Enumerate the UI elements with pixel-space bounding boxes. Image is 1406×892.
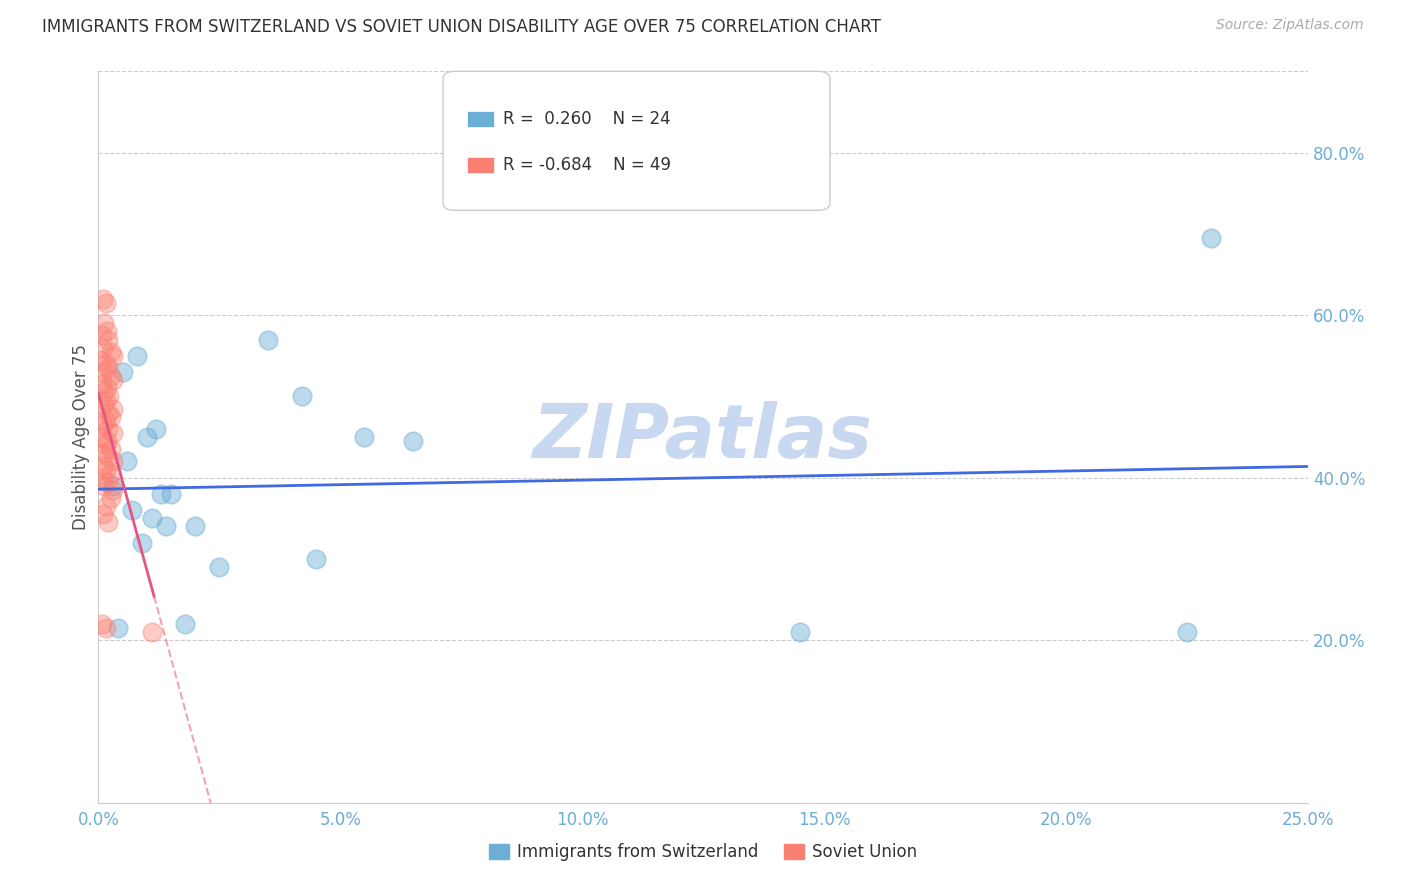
- Point: [141, 625, 163, 640]
- Point: [94, 414, 117, 428]
- Point: [97, 406, 120, 420]
- Point: [100, 491, 122, 505]
- Point: [402, 434, 425, 449]
- Bar: [467, 111, 494, 127]
- Point: [91, 471, 114, 485]
- Point: [160, 487, 183, 501]
- Point: [100, 344, 122, 359]
- Point: [93, 479, 115, 493]
- Point: [145, 422, 167, 436]
- Point: [127, 349, 149, 363]
- Point: [208, 560, 231, 574]
- Legend: Immigrants from Switzerland, Soviet Union: Immigrants from Switzerland, Soviet Unio…: [482, 837, 924, 868]
- Point: [111, 365, 134, 379]
- Point: [91, 508, 114, 522]
- Point: [96, 434, 118, 449]
- Point: [150, 487, 173, 501]
- Point: [97, 475, 120, 489]
- Point: [97, 450, 120, 465]
- Point: [93, 316, 115, 330]
- Point: [184, 519, 207, 533]
- Point: [100, 467, 122, 481]
- Point: [100, 369, 122, 384]
- Point: [94, 357, 117, 371]
- Point: [101, 373, 124, 387]
- Point: [94, 438, 117, 452]
- Point: [97, 333, 120, 347]
- Point: [97, 516, 120, 530]
- Point: [94, 621, 117, 635]
- Point: [353, 430, 375, 444]
- Text: R = -0.684    N = 49: R = -0.684 N = 49: [503, 156, 672, 174]
- Point: [290, 389, 312, 403]
- Point: [101, 454, 124, 468]
- Point: [101, 479, 124, 493]
- Point: [121, 503, 143, 517]
- Point: [94, 499, 117, 513]
- Point: [141, 511, 163, 525]
- Point: [101, 401, 124, 416]
- Point: [91, 365, 114, 379]
- Point: [155, 519, 177, 533]
- Text: R =  0.260    N = 24: R = 0.260 N = 24: [503, 110, 671, 128]
- Point: [1199, 231, 1222, 245]
- Point: [305, 552, 328, 566]
- Point: [93, 385, 115, 400]
- Point: [256, 333, 278, 347]
- Point: [1175, 625, 1198, 640]
- FancyBboxPatch shape: [443, 71, 830, 211]
- Point: [100, 442, 122, 457]
- Point: [101, 349, 124, 363]
- Point: [91, 292, 114, 306]
- Text: Source: ZipAtlas.com: Source: ZipAtlas.com: [1216, 18, 1364, 32]
- Y-axis label: Disability Age Over 75: Disability Age Over 75: [72, 344, 90, 530]
- Point: [91, 328, 114, 343]
- Point: [789, 625, 811, 640]
- Point: [94, 296, 117, 310]
- Point: [93, 446, 115, 460]
- Point: [91, 398, 114, 412]
- Point: [91, 417, 114, 432]
- Point: [94, 462, 117, 476]
- Point: [131, 535, 153, 549]
- Point: [101, 483, 124, 497]
- Point: [91, 617, 114, 632]
- Point: [98, 389, 121, 403]
- Point: [117, 454, 139, 468]
- Point: [101, 425, 124, 440]
- Point: [96, 381, 118, 395]
- Bar: [467, 157, 494, 173]
- Point: [97, 361, 120, 376]
- Point: [174, 617, 197, 632]
- Point: [97, 422, 120, 436]
- Point: [90, 352, 112, 367]
- Point: [91, 430, 114, 444]
- Point: [100, 409, 122, 424]
- Text: IMMIGRANTS FROM SWITZERLAND VS SOVIET UNION DISABILITY AGE OVER 75 CORRELATION C: IMMIGRANTS FROM SWITZERLAND VS SOVIET UN…: [42, 18, 882, 36]
- Point: [91, 377, 114, 392]
- Text: ZIPatlas: ZIPatlas: [533, 401, 873, 474]
- Point: [91, 458, 114, 473]
- Point: [107, 621, 129, 635]
- Point: [96, 325, 118, 339]
- Point: [135, 430, 157, 444]
- Point: [94, 393, 117, 408]
- Point: [91, 341, 114, 355]
